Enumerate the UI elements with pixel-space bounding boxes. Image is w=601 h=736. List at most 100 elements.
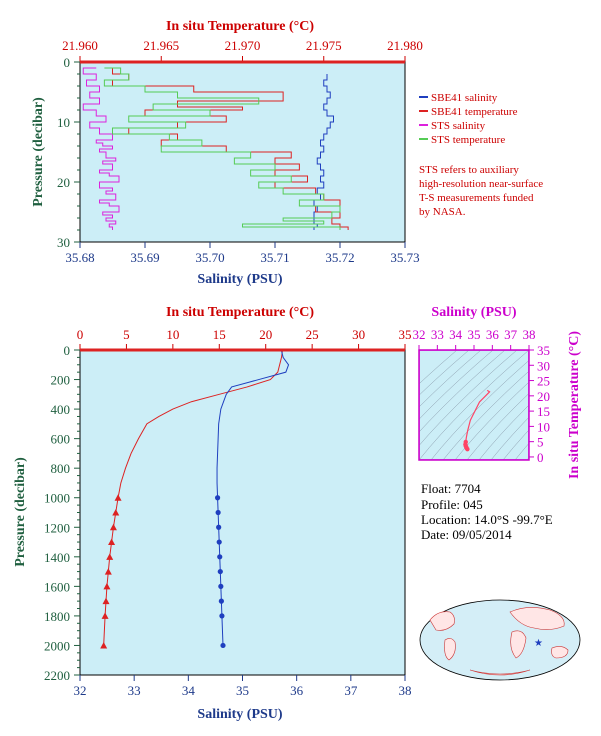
map-land-antarctica bbox=[469, 669, 531, 676]
top-chart-top-axis-label: In situ Temperature (°C) bbox=[166, 19, 314, 34]
salinity-marker bbox=[218, 583, 224, 589]
temperature-marker bbox=[104, 568, 112, 575]
profile-chart: In situ Temperature (°C) 0 5 10 15 20 25 30 35 … bbox=[13, 305, 412, 722]
ts-temp-tick-label: 0 bbox=[537, 450, 544, 465]
prof-sal-tick-label: 34 bbox=[182, 683, 196, 698]
ts-temp-tick-label: 35 bbox=[537, 343, 550, 358]
prof-pressure-tick-label: 400 bbox=[51, 402, 71, 417]
salinity-marker bbox=[217, 568, 223, 575]
note-line: high-resolution near-surface bbox=[419, 178, 543, 190]
density-contour bbox=[419, 350, 518, 446]
temperature-marker bbox=[112, 509, 120, 516]
date: Date: 09/05/2014 bbox=[421, 527, 512, 542]
prof-sal-tick-label: 35 bbox=[236, 683, 249, 698]
top-temp-tick-label: 21.960 bbox=[62, 38, 98, 53]
map-land-americas-south bbox=[444, 638, 456, 661]
ts-temp-tick-label: 20 bbox=[537, 389, 550, 404]
ts-diagram-y-axis-label: In situ Temperature (°C) bbox=[567, 331, 582, 479]
top-sal-tick-label: 35.73 bbox=[390, 250, 419, 265]
density-contour bbox=[419, 350, 458, 385]
profile-number: Profile: 045 bbox=[421, 497, 483, 512]
prof-pressure-tick-label: 200 bbox=[51, 373, 71, 388]
temperature-marker bbox=[109, 523, 117, 531]
prof-pressure-tick-label: 800 bbox=[51, 461, 71, 476]
world-map: ★ bbox=[419, 599, 581, 681]
top-series-sts-salinity bbox=[82, 67, 120, 230]
map-land-australia bbox=[551, 646, 569, 659]
density-contour bbox=[419, 350, 482, 408]
density-contour bbox=[419, 350, 470, 396]
temperature-marker bbox=[102, 597, 110, 605]
top-temp-tick-label: 21.965 bbox=[143, 38, 179, 53]
prof-temp-tick-label: 25 bbox=[306, 327, 319, 342]
salinity-marker bbox=[220, 642, 226, 649]
top-temp-tick-label: 21.970 bbox=[225, 38, 261, 53]
ts-sal-tick-label: 34 bbox=[449, 327, 463, 342]
profile-chart-series bbox=[100, 350, 290, 649]
salinity-marker bbox=[219, 613, 225, 619]
note-line: STS refers to auxiliary bbox=[419, 164, 519, 176]
salinity-marker bbox=[218, 598, 224, 604]
ts-sal-tick-label: 33 bbox=[431, 327, 444, 342]
temperature-marker bbox=[106, 553, 114, 560]
prof-pressure-tick-label: 1400 bbox=[44, 550, 70, 565]
temperature-marker bbox=[114, 494, 122, 501]
ts-sal-tick-label: 36 bbox=[486, 327, 500, 342]
top-chart-bottom-axis-label: Salinity (PSU) bbox=[197, 272, 283, 287]
top-chart-y-axis-label: Pressure (decibar) bbox=[31, 97, 46, 207]
top-chart-note: STS refers to auxiliary high-resolution n… bbox=[419, 164, 543, 218]
profile-chart-minor-ticks bbox=[77, 356, 80, 669]
prof-temp-tick-label: 10 bbox=[166, 327, 179, 342]
legend-entry: SBE41 salinity bbox=[431, 92, 498, 104]
profile-chart-pressure-ticks: 0 200 400 600 800 1000 1200 1400 1600 1800 2000 220… bbox=[44, 343, 80, 683]
prof-temp-tick-label: 30 bbox=[352, 327, 365, 342]
salinity-marker bbox=[217, 554, 223, 560]
prof-sal-tick-label: 37 bbox=[344, 683, 358, 698]
density-contour bbox=[502, 429, 529, 460]
legend-entry: STS temperature bbox=[431, 134, 505, 146]
ts-diagram-plot-area bbox=[418, 349, 530, 461]
prof-pressure-tick-label: 600 bbox=[51, 432, 71, 447]
float-info: Float: 7704 Profile: 045 Location: 14.0°… bbox=[421, 481, 553, 542]
top-pressure-tick-label: 30 bbox=[57, 235, 70, 250]
top-sal-tick-label: 35.72 bbox=[325, 250, 354, 265]
ts-temp-tick-label: 5 bbox=[537, 435, 544, 450]
top-chart-pressure-ticks: 0 10 20 30 bbox=[57, 55, 80, 250]
ts-temp-tick-label: 30 bbox=[537, 358, 550, 373]
density-contour bbox=[419, 350, 494, 420]
map-land-africa bbox=[510, 630, 527, 659]
top-chart-temperature-ticks: 21.960 21.965 21.970 21.975 21.980 bbox=[62, 38, 423, 62]
prof-sal-tick-label: 32 bbox=[74, 683, 87, 698]
prof-temp-tick-label: 35 bbox=[399, 327, 412, 342]
temperature-marker bbox=[108, 538, 116, 546]
density-contour bbox=[419, 350, 529, 460]
top-pressure-tick-label: 0 bbox=[64, 55, 71, 70]
top-sal-tick-label: 35.68 bbox=[65, 250, 94, 265]
density-contour bbox=[466, 392, 529, 460]
prof-pressure-tick-label: 2000 bbox=[44, 638, 70, 653]
salinity-marker bbox=[215, 509, 221, 516]
prof-sal-tick-label: 38 bbox=[399, 683, 412, 698]
map-land-americas-north bbox=[429, 611, 455, 631]
top-chart-series bbox=[82, 67, 349, 230]
prof-sal-tick-label: 36 bbox=[290, 683, 304, 698]
top-chart-legend: SBE41 salinity SBE41 temperature STS salin… bbox=[419, 92, 518, 146]
float-location-marker-icon: ★ bbox=[534, 638, 543, 649]
ts-sal-tick-label: 32 bbox=[413, 327, 426, 342]
prof-pressure-tick-label: 2200 bbox=[44, 668, 70, 683]
top-sal-tick-label: 35.69 bbox=[130, 250, 159, 265]
temperature-marker bbox=[101, 612, 109, 619]
ts-diagram-series bbox=[463, 389, 491, 452]
ts-diagram-salinity-ticks: 32 33 34 35 36 37 38 bbox=[413, 327, 536, 350]
profile-chart-plot-area bbox=[79, 349, 406, 676]
note-line: by NASA. bbox=[419, 206, 466, 218]
top-series-sts-temperature bbox=[103, 67, 341, 230]
ts-temp-tick-label: 10 bbox=[537, 419, 550, 434]
density-contour bbox=[490, 416, 529, 460]
prof-pressure-tick-label: 0 bbox=[64, 343, 71, 358]
profile-chart-salinity-ticks: 32 33 34 35 36 37 38 bbox=[74, 675, 412, 698]
prof-pressure-tick-label: 1600 bbox=[44, 579, 70, 594]
top-chart: In situ Temperature (°C) 21.960 21.965 21.… bbox=[31, 19, 543, 287]
prof-pressure-tick-label: 1000 bbox=[44, 491, 70, 506]
